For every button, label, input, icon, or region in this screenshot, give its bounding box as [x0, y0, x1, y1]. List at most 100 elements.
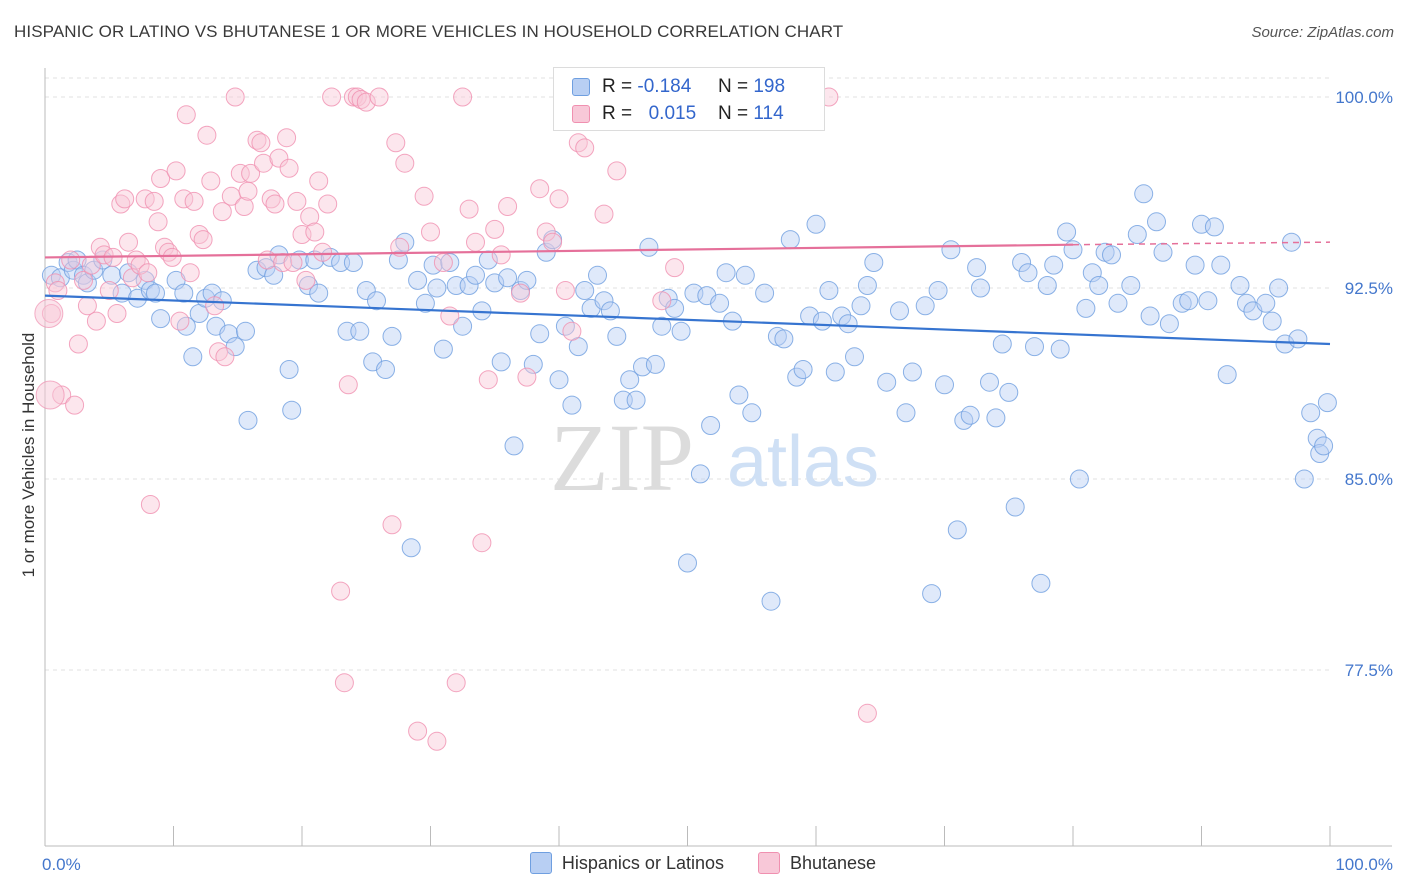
y-tick-label-0: 100.0%: [1335, 88, 1393, 107]
bhutanese-point-60: [279, 158, 299, 178]
hispanics-point-86: [620, 370, 640, 390]
series-bhutanese-points: [34, 87, 877, 751]
hispanics-point-165: [1159, 314, 1179, 334]
hispanics-point-90: [645, 354, 665, 374]
bhutanese-point-113: [857, 703, 877, 723]
bhutanese-point-7: [74, 270, 93, 290]
bhutanese-point-44: [215, 347, 235, 367]
bhutanese-point-94: [478, 370, 498, 390]
legend-swatch-blue: [572, 78, 590, 96]
hispanics-point-89: [639, 237, 659, 257]
hispanics-point-83: [600, 301, 620, 321]
bhutanese-point-31: [166, 161, 186, 181]
legend-r-value: 0.015: [648, 103, 697, 124]
legend-swatch-pink: [758, 852, 780, 874]
hispanics-point-29: [238, 410, 258, 430]
bhutanese-point-59: [277, 128, 297, 148]
hispanics-point-13: [135, 270, 155, 290]
hispanics-point-154: [1082, 263, 1102, 283]
hispanics-point-138: [980, 372, 999, 392]
hispanics-point-164: [1153, 242, 1173, 262]
bhutanese-point-73: [338, 375, 358, 395]
watermark-zip: ZIP: [550, 404, 694, 511]
bhutanese-point-90: [453, 87, 473, 107]
hispanics-point-111: [787, 367, 807, 387]
legend-n-label: N =: [717, 103, 749, 124]
bhutanese-point-10: [86, 311, 106, 331]
hispanics-point-79: [575, 281, 595, 300]
hispanics-point-103: [729, 385, 749, 405]
hispanics-point-155: [1089, 276, 1109, 295]
bhutanese-point-107: [575, 138, 595, 158]
bhutanese-point-109: [607, 161, 627, 181]
bhutanese-point-77: [356, 92, 376, 112]
hispanics-point-87: [626, 390, 646, 410]
bhutanese-point-23: [138, 263, 158, 283]
hispanics-point-153: [1076, 298, 1096, 318]
hispanics-point-142: [1005, 497, 1025, 517]
bhutanese-point-93: [472, 533, 492, 553]
bhutanese-point-61: [283, 253, 303, 272]
hispanics-point-129: [922, 584, 942, 604]
hispanics-point-175: [1237, 293, 1256, 313]
bhutanese-point-99: [517, 367, 537, 387]
bhutanese-point-70: [322, 87, 342, 107]
hispanics-point-144: [1018, 263, 1038, 283]
hispanics-point-172: [1211, 255, 1231, 275]
hispanics-point-183: [1294, 469, 1314, 489]
bhutanese-point-102: [543, 232, 563, 252]
trend-bhutanese-extension: [1072, 241, 1331, 246]
legend-swatch-pink: [572, 105, 590, 123]
hispanics-point-145: [1025, 337, 1044, 357]
legend-item-hispanics[interactable]: Hispanics or Latinos: [529, 852, 724, 874]
bhutanese-point-39: [197, 125, 217, 145]
legend-item-bhutanese[interactable]: Bhutanese: [758, 852, 876, 874]
hispanics-point-170: [1198, 291, 1218, 311]
bhutanese-point-35: [180, 263, 200, 283]
bhutanese-point-47: [230, 163, 250, 183]
legend-r-label: R =: [602, 76, 633, 97]
bhutanese-point-87: [433, 253, 453, 272]
bhutanese-point-82: [395, 153, 415, 173]
hispanics-point-110: [780, 230, 800, 250]
hispanics-point-167: [1179, 291, 1199, 311]
legend-row-hispanics: R = -0.184 N = 198: [572, 73, 785, 101]
hispanics-point-134: [954, 410, 974, 430]
bhutanese-point-30: [162, 247, 182, 267]
hispanics-point-177: [1256, 293, 1276, 313]
hispanics-point-139: [986, 408, 1006, 428]
bhutanese-point-26: [148, 212, 168, 232]
trend-hispanics: [44, 294, 1331, 346]
hispanics-point-135: [960, 405, 980, 425]
legend-item-label: Hispanics or Latinos: [561, 852, 724, 873]
hispanics-point-187: [1314, 436, 1334, 456]
hispanics-point-149: [1050, 339, 1070, 359]
hispanics-point-57: [433, 339, 453, 359]
bhutanese-point-41: [205, 296, 225, 316]
hispanics-point-148: [1044, 255, 1064, 275]
bhutanese-point-65: [300, 207, 320, 227]
hispanics-point-101: [716, 263, 736, 283]
hispanics-point-160: [1127, 225, 1147, 244]
hispanics-point-114: [806, 214, 826, 234]
hispanics-point-70: [517, 270, 537, 290]
hispanics-point-77: [562, 395, 582, 415]
hispanics-point-100: [710, 293, 730, 313]
hispanics-point-65: [485, 273, 505, 293]
bhutanese-point-32: [170, 311, 190, 331]
hispanics-point-43: [343, 253, 363, 272]
correlation-legend: R = -0.184 N = 198 R = 0.015 N = 114: [553, 67, 825, 131]
hispanics-point-157: [1102, 245, 1121, 265]
hispanics-point-162: [1140, 306, 1160, 326]
hispanics-point-49: [382, 326, 402, 346]
chart-title: HISPANIC OR LATINO VS BHUTANESE 1 OR MOR…: [14, 22, 844, 41]
trend-bhutanese: [44, 243, 1074, 259]
hispanics-point-51: [395, 232, 415, 252]
hispanics-point-99: [701, 416, 721, 435]
bhutanese-point-97: [498, 197, 518, 216]
hispanics-point-67: [498, 268, 518, 288]
legend-swatch-blue: [529, 852, 552, 874]
hispanics-point-20: [183, 347, 203, 367]
bhutanese-point-37: [189, 225, 209, 244]
hispanics-point-151: [1063, 240, 1083, 260]
